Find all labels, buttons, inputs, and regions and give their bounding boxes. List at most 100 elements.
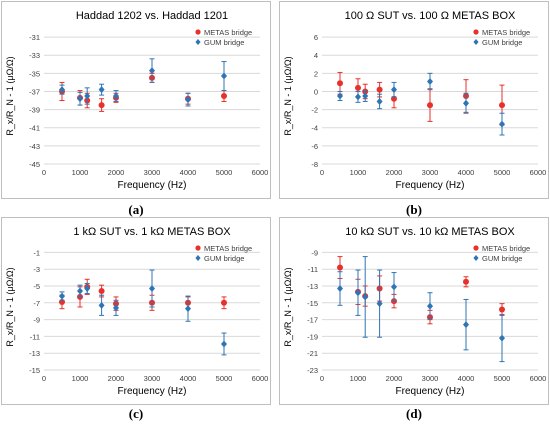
x-tick-label: 4000 <box>458 168 475 177</box>
data-point-gum <box>427 77 433 85</box>
data-point-gum <box>376 97 383 105</box>
y-tick-label: -39 <box>29 106 40 115</box>
chart-panel-c: 1 kΩ SUT vs. 1 kΩ METAS BOX -15 -13 -11 -9 -7… <box>0 216 272 406</box>
legend-label: METAS bridge <box>204 28 252 37</box>
y-tick-label: -3 <box>33 265 40 274</box>
data-point-metas <box>337 264 343 271</box>
y-tick-label: 4 <box>314 51 318 60</box>
data-point-gum <box>463 321 469 329</box>
x-tick-label: 4000 <box>180 374 197 383</box>
x-tick-label: 0 <box>42 168 46 177</box>
legend-label: GUM bridge <box>482 38 522 47</box>
data-point-metas <box>337 80 343 87</box>
data-point-metas <box>221 93 227 99</box>
x-axis-label: Frequency (Hz) <box>118 180 187 191</box>
x-tick-label: 5000 <box>216 168 233 177</box>
data-point-gum <box>185 96 191 104</box>
y-tick-label: -23 <box>307 366 318 375</box>
data-point-gum <box>149 285 155 293</box>
x-tick-label: 6000 <box>530 374 547 383</box>
x-axis-label: Frequency (Hz) <box>396 180 465 191</box>
data-point-gum <box>113 304 119 312</box>
y-tick-label: -43 <box>29 142 40 151</box>
x-axis-label: Frequency (Hz) <box>396 386 465 397</box>
y-tick-label: -13 <box>29 349 40 358</box>
y-tick-label: -4 <box>311 124 318 133</box>
y-tick-label: -7 <box>33 299 40 308</box>
data-point-gum <box>355 289 361 297</box>
chart-svg-a: Haddad 1202 vs. Haddad 1201 -45 -43 -41 -39 -… <box>1 1 271 199</box>
legend-marker-gum <box>473 39 479 45</box>
y-tick-label: -9 <box>311 248 318 257</box>
y-tick-label: -15 <box>29 366 40 375</box>
x-tick-label: 5000 <box>216 374 233 383</box>
chart-title: 100 Ω SUT vs. 100 Ω METAS BOX <box>345 10 516 22</box>
legend-label: GUM bridge <box>204 254 244 263</box>
x-tick-label: 2000 <box>108 374 125 383</box>
data-point-gum <box>84 92 91 100</box>
x-tick-label: 4000 <box>180 168 197 177</box>
y-axis-label: R_x/R_N - 1 (μΩ/Ω) <box>5 267 15 346</box>
y-axis-label: R_x/R_N - 1 (μΩ/Ω) <box>5 56 15 135</box>
x-tick-label: 1000 <box>350 374 367 383</box>
chart-panel-a: Haddad 1202 vs. Haddad 1201 -45 -43 -41 -39 -… <box>0 0 272 200</box>
x-tick-label: 1000 <box>72 374 89 383</box>
y-tick-label: 0 <box>314 87 318 96</box>
y-tick-label: -2 <box>311 106 318 115</box>
data-point-gum <box>499 120 505 128</box>
data-point-gum <box>149 67 155 75</box>
chart-panel-b: 100 Ω SUT vs. 100 Ω METAS BOX -8 -6 -4 -2 0 2 4… <box>278 0 550 200</box>
legend-marker-metas <box>473 29 479 35</box>
data-point-gum <box>221 72 227 80</box>
data-point-gum <box>337 92 343 100</box>
y-tick-label: -21 <box>307 349 318 358</box>
chart-svg-d: 10 kΩ SUT vs. 10 kΩ METAS BOX -23 -21 -19 -1… <box>279 217 549 405</box>
chart-panel-d: 10 kΩ SUT vs. 10 kΩ METAS BOX -23 -21 -19 -1… <box>278 216 550 406</box>
x-tick-label: 0 <box>320 168 324 177</box>
data-point-metas <box>427 102 433 109</box>
legend-label: METAS bridge <box>482 28 530 37</box>
data-point-metas <box>499 306 505 313</box>
data-point-metas <box>221 299 227 306</box>
data-point-gum <box>84 285 91 293</box>
data-point-gum <box>391 283 397 291</box>
data-point-gum <box>376 300 383 308</box>
chart-frame <box>279 1 549 199</box>
data-point-gum <box>337 285 343 293</box>
legend-label: METAS bridge <box>204 244 252 253</box>
x-tick-label: 2000 <box>386 168 403 177</box>
data-point-gum <box>427 302 433 310</box>
x-tick-label: 5000 <box>494 168 511 177</box>
x-tick-label: 3000 <box>422 374 439 383</box>
legend-marker-gum <box>195 39 201 45</box>
x-tick-label: 1000 <box>72 168 89 177</box>
chart-caption-c: (c) <box>128 406 144 421</box>
y-tick-label: -35 <box>29 69 40 78</box>
chart-caption-a: (a) <box>128 202 144 217</box>
x-tick-label: 0 <box>320 374 324 383</box>
legend-label: GUM bridge <box>204 38 244 47</box>
y-tick-label: -11 <box>30 332 40 341</box>
data-point-metas <box>463 278 469 285</box>
y-tick-label: 2 <box>314 69 318 78</box>
y-axis-label: R_x/R_N - 1 (μΩ/Ω) <box>283 56 293 135</box>
data-point-gum <box>77 95 83 103</box>
x-tick-label: 3000 <box>422 168 439 177</box>
x-tick-label: 6000 <box>530 168 547 177</box>
chart-caption-b: (b) <box>406 202 422 217</box>
legend-marker-metas <box>195 29 201 35</box>
x-tick-label: 2000 <box>108 168 125 177</box>
legend-label: METAS bridge <box>482 244 530 253</box>
chart-title: 1 kΩ SUT vs. 1 kΩ METAS BOX <box>73 226 231 238</box>
x-tick-label: 1000 <box>350 168 367 177</box>
y-tick-label: -9 <box>33 316 40 325</box>
legend-marker-metas <box>473 245 479 251</box>
x-tick-label: 3000 <box>144 374 161 383</box>
chart-svg-b: 100 Ω SUT vs. 100 Ω METAS BOX -8 -6 -4 -2 0 2 4… <box>279 1 549 199</box>
chart-frame <box>1 1 271 199</box>
legend-marker-metas <box>195 245 201 251</box>
chart-title: 10 kΩ SUT vs. 10 kΩ METAS BOX <box>345 226 515 238</box>
data-point-gum <box>98 301 105 309</box>
chart-title: Haddad 1202 vs. Haddad 1201 <box>76 10 228 22</box>
y-tick-label: -13 <box>307 282 318 291</box>
